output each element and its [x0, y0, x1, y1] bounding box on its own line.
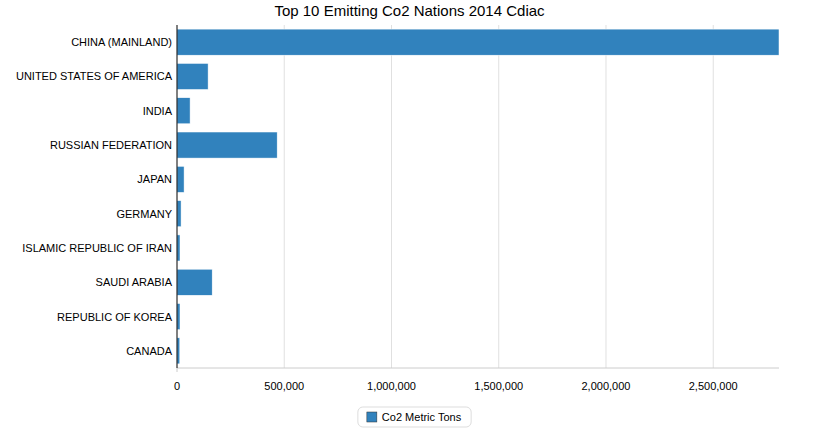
- legend-label: Co2 Metric Tons: [382, 411, 462, 423]
- category-label: JAPAN: [137, 173, 172, 185]
- grid: [177, 25, 713, 372]
- category-label: REPUBLIC OF KOREA: [57, 311, 173, 323]
- category-label: SAUDI ARABIA: [96, 276, 173, 288]
- tick-label: 2,000,000: [582, 380, 631, 392]
- category-label: INDIA: [143, 105, 173, 117]
- legend: Co2 Metric Tons: [358, 407, 471, 427]
- bar: [177, 98, 190, 124]
- tick-label: 1,500,000: [474, 380, 523, 392]
- chart-container: Top 10 Emitting Co2 Nations 2014 Cdiac 0 5…: [0, 0, 819, 434]
- tick-label: 0: [174, 380, 180, 392]
- bar: [177, 201, 181, 227]
- tick-mark: [177, 368, 178, 372]
- grid-line: [391, 25, 392, 368]
- bars: [177, 29, 779, 364]
- category-label: RUSSIAN FEDERATION: [50, 139, 172, 151]
- category-label: CHINA (MAINLAND): [71, 36, 172, 48]
- x-axis-line: [177, 368, 779, 369]
- chart-svg: Top 10 Emitting Co2 Nations 2014 Cdiac 0 5…: [0, 0, 819, 434]
- tick-label: 1,000,000: [367, 380, 416, 392]
- y-axis-line: [177, 25, 178, 368]
- grid-line: [284, 25, 285, 368]
- bar: [177, 132, 277, 158]
- legend-box: [358, 407, 471, 427]
- grid-line: [605, 25, 606, 368]
- bar: [177, 269, 212, 295]
- grid-line: [498, 25, 499, 368]
- category-label: ISLAMIC REPUBLIC OF IRAN: [22, 242, 172, 254]
- tick-label: 500,000: [264, 380, 304, 392]
- legend-swatch: [367, 412, 377, 422]
- grid-line: [713, 25, 714, 368]
- category-label: GERMANY: [116, 208, 172, 220]
- category-label: CANADA: [126, 345, 173, 357]
- bar: [177, 63, 208, 89]
- bar: [177, 29, 779, 55]
- category-label: UNITED STATES OF AMERICA: [16, 70, 173, 82]
- title: Top 10 Emitting Co2 Nations 2014 Cdiac: [274, 2, 545, 19]
- bar: [177, 166, 184, 192]
- tick-label: 2,500,000: [689, 380, 738, 392]
